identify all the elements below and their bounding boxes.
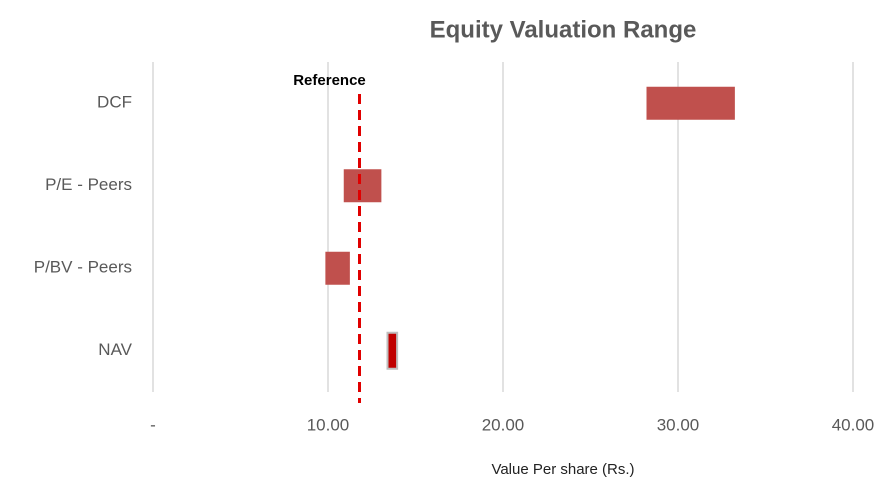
reference-label: Reference xyxy=(293,72,366,89)
x-tick-label: - xyxy=(150,415,156,434)
y-tick-label: NAV xyxy=(98,340,132,359)
range-bar xyxy=(343,169,382,203)
y-tick-label: P/BV - Peers xyxy=(34,258,132,277)
y-tick-label: P/E - Peers xyxy=(45,175,132,194)
x-tick-label: 20.00 xyxy=(482,415,525,434)
range-bar xyxy=(386,331,399,370)
y-tick-label: DCF xyxy=(97,93,132,112)
x-axis-label: Value Per share (Rs.) xyxy=(491,461,634,478)
x-tick-label: 10.00 xyxy=(307,415,350,434)
range-bar xyxy=(325,251,350,285)
x-tick-label: 40.00 xyxy=(832,415,875,434)
x-tick-label: 30.00 xyxy=(657,415,700,434)
chart-title: Equity Valuation Range xyxy=(430,16,697,43)
range-bar xyxy=(646,86,735,120)
